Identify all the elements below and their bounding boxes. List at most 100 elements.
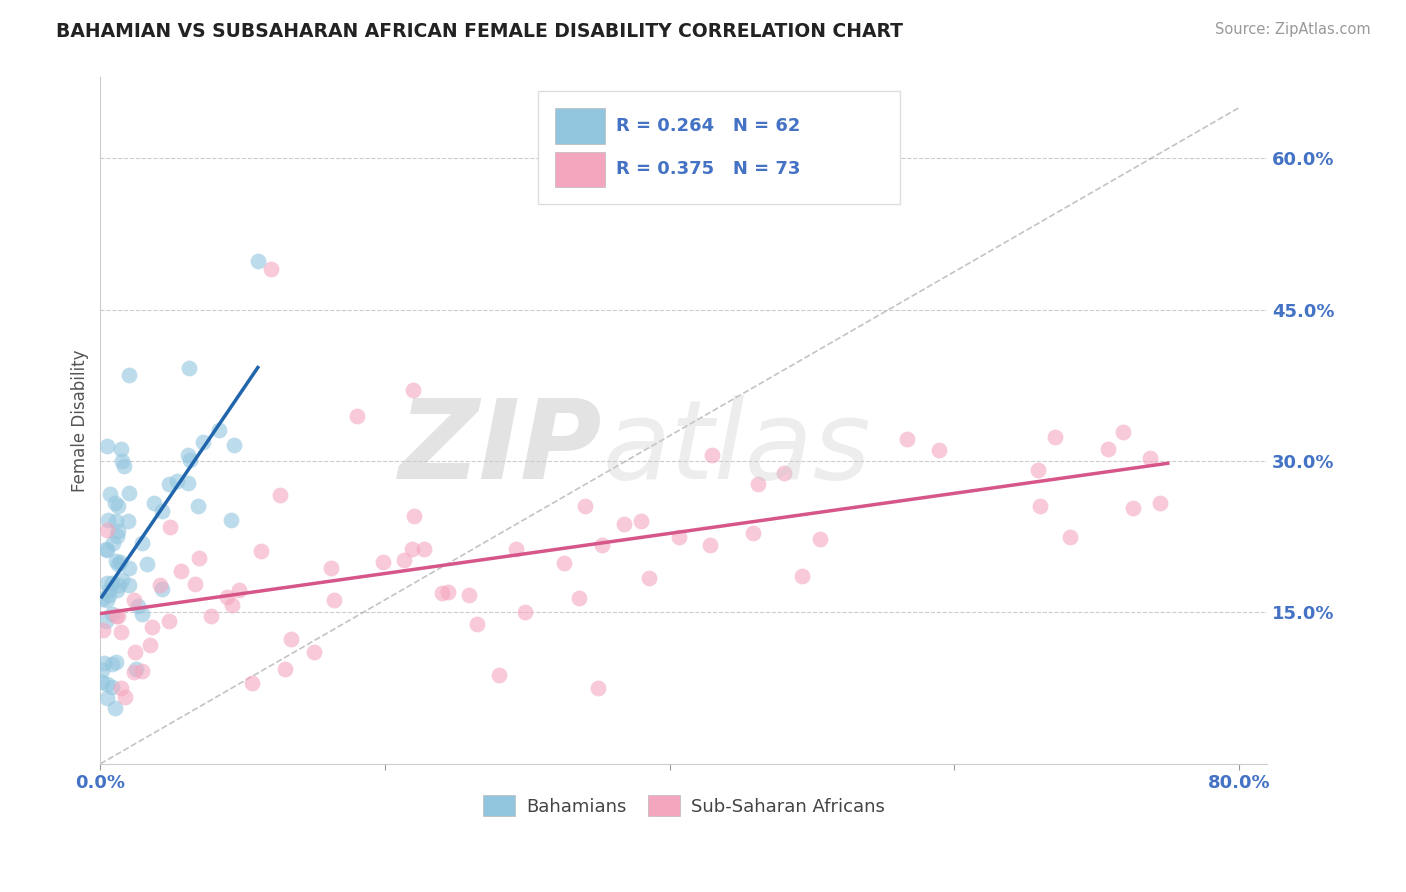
- Point: [98, 582, 121, 597]
- Point: [790, 569, 813, 583]
- Point: [105, 529, 128, 543]
- Point: [1043, 430, 1066, 444]
- Point: [104, 554, 127, 568]
- Point: [613, 517, 636, 532]
- Point: [457, 588, 479, 602]
- Text: ZIP: ZIP: [399, 394, 602, 501]
- Point: [402, 384, 425, 398]
- Text: atlas: atlas: [602, 394, 870, 501]
- Point: [118, 578, 141, 592]
- Point: [430, 586, 453, 600]
- Point: [127, 599, 149, 614]
- Point: [105, 655, 128, 669]
- Point: [224, 438, 246, 452]
- Point: [637, 571, 659, 585]
- Point: [246, 254, 269, 268]
- Point: [110, 442, 132, 456]
- Point: [700, 448, 723, 462]
- Point: [96, 691, 118, 706]
- Point: [96, 541, 118, 556]
- Point: [97, 588, 120, 602]
- Point: [1059, 530, 1081, 544]
- Point: [747, 477, 769, 491]
- Point: [105, 609, 128, 624]
- Point: [394, 553, 416, 567]
- Point: [125, 662, 148, 676]
- Point: [323, 592, 346, 607]
- Point: [166, 474, 188, 488]
- Point: [553, 556, 575, 570]
- Point: [436, 585, 458, 599]
- Point: [105, 582, 128, 597]
- Point: [1026, 463, 1049, 477]
- Point: [100, 576, 122, 591]
- Point: [260, 262, 283, 277]
- Point: [228, 583, 250, 598]
- Point: [1149, 496, 1171, 510]
- Y-axis label: Female Disability: Female Disability: [72, 350, 89, 491]
- Point: [96, 593, 118, 607]
- Point: [742, 526, 765, 541]
- Point: [373, 555, 395, 569]
- Point: [122, 665, 145, 679]
- Point: [177, 475, 200, 490]
- Point: [97, 513, 120, 527]
- Point: [112, 458, 135, 473]
- Point: [568, 591, 591, 605]
- Point: [179, 453, 201, 467]
- Point: [157, 615, 180, 629]
- Point: [111, 454, 134, 468]
- Point: [91, 623, 114, 637]
- Point: [118, 368, 141, 383]
- Point: [574, 499, 596, 513]
- Point: [138, 638, 160, 652]
- Point: [321, 561, 343, 575]
- Point: [101, 536, 124, 550]
- Point: [1112, 425, 1135, 439]
- Point: [1029, 499, 1052, 513]
- Point: [402, 509, 425, 524]
- Point: [274, 662, 297, 676]
- Point: [170, 564, 193, 578]
- Point: [96, 614, 118, 628]
- Point: [110, 681, 132, 696]
- Point: [188, 550, 211, 565]
- Point: [488, 668, 510, 682]
- Point: [150, 582, 173, 597]
- FancyBboxPatch shape: [555, 152, 605, 187]
- Point: [122, 592, 145, 607]
- Point: [131, 664, 153, 678]
- Text: R = 0.375   N = 73: R = 0.375 N = 73: [616, 161, 800, 178]
- Point: [96, 576, 118, 591]
- Point: [217, 590, 239, 604]
- Point: [505, 541, 527, 556]
- Point: [101, 680, 124, 694]
- Point: [96, 677, 118, 691]
- Point: [93, 656, 115, 670]
- Point: [513, 605, 536, 619]
- Point: [588, 681, 610, 695]
- Point: [150, 504, 173, 518]
- Point: [107, 499, 129, 513]
- Point: [101, 607, 124, 621]
- Point: [124, 645, 146, 659]
- Point: [896, 432, 918, 446]
- Point: [108, 555, 131, 569]
- Point: [240, 676, 263, 690]
- Point: [219, 513, 242, 527]
- Point: [107, 609, 129, 624]
- Point: [176, 448, 198, 462]
- Point: [208, 423, 231, 437]
- Point: [98, 486, 121, 500]
- Point: [200, 608, 222, 623]
- Point: [177, 361, 200, 376]
- Point: [1122, 501, 1144, 516]
- Legend: Bahamians, Sub-Saharan Africans: Bahamians, Sub-Saharan Africans: [475, 789, 893, 823]
- Point: [187, 499, 209, 513]
- Point: [91, 675, 114, 690]
- Point: [104, 514, 127, 528]
- Point: [114, 690, 136, 704]
- Point: [107, 558, 129, 572]
- Point: [630, 514, 652, 528]
- Point: [413, 542, 436, 557]
